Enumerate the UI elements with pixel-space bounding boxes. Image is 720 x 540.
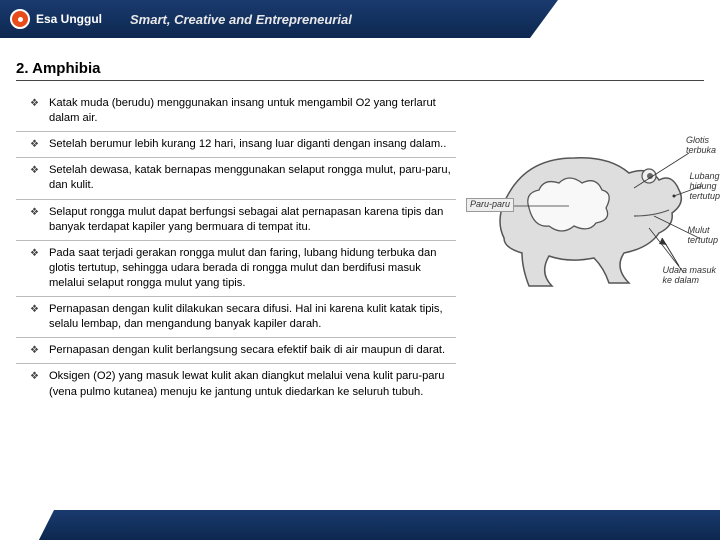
diamond-bullet-icon: ❖: [30, 344, 39, 358]
list-item: ❖ Katak muda (berudu) menggunakan insang…: [16, 91, 456, 132]
list-item-text: Pada saat terjadi gerakan rongga mulut d…: [49, 246, 456, 291]
header-bar: Esa Unggul Smart, Creative and Entrepren…: [0, 0, 720, 38]
diamond-bullet-icon: ❖: [30, 370, 39, 399]
logo-area: Esa Unggul: [10, 9, 102, 29]
list-item: ❖ Pada saat terjadi gerakan rongga mulut…: [16, 241, 456, 297]
diamond-bullet-icon: ❖: [30, 164, 39, 193]
tagline: Smart, Creative and Entrepreneurial: [130, 12, 352, 27]
logo-icon: [10, 9, 30, 29]
list-item-text: Oksigen (O2) yang masuk lewat kulit akan…: [49, 369, 456, 399]
diamond-bullet-icon: ❖: [30, 138, 39, 152]
list-item: ❖ Pernapasan dengan kulit dilakukan seca…: [16, 297, 456, 338]
list-item: ❖ Setelah dewasa, katak bernapas menggun…: [16, 158, 456, 199]
frog-diagram: Glotis terbuka Lubang hidung tertutup Pa…: [474, 118, 714, 298]
list-item: ❖ Oksigen (O2) yang masuk lewat kulit ak…: [16, 364, 456, 404]
diagram-label-glotis: Glotis terbuka: [686, 136, 716, 156]
diagram-label-mulut: Mulut tertutup: [687, 226, 718, 246]
list-item: ❖ Setelah berumur lebih kurang 12 hari, …: [16, 132, 456, 158]
diamond-bullet-icon: ❖: [30, 206, 39, 235]
list-item-text: Selaput rongga mulut dapat berfungsi seb…: [49, 205, 456, 235]
footer-corner-cut: [0, 510, 54, 540]
diagram-label-paru: Paru-paru: [466, 198, 514, 212]
diamond-bullet-icon: ❖: [30, 247, 39, 291]
diagram-label-lubang: Lubang hidung tertutup: [689, 172, 720, 202]
list-item-text: Katak muda (berudu) menggunakan insang u…: [49, 96, 456, 126]
diamond-bullet-icon: ❖: [30, 303, 39, 332]
list-item: ❖ Pernapasan dengan kulit berlangsung se…: [16, 338, 456, 364]
diagram-label-udara: Udara masuk ke dalam: [662, 266, 716, 286]
footer-bar: [0, 510, 720, 540]
diamond-bullet-icon: ❖: [30, 97, 39, 126]
list-item-text: Pernapasan dengan kulit berlangsung seca…: [49, 343, 445, 358]
list-item-text: Setelah dewasa, katak bernapas menggunak…: [49, 163, 456, 193]
list-item-text: Pernapasan dengan kulit dilakukan secara…: [49, 302, 456, 332]
slide-title: 2. Amphibia: [16, 60, 704, 81]
list-item: ❖ Selaput rongga mulut dapat berfungsi s…: [16, 200, 456, 241]
content-area: 2. Amphibia ❖ Katak muda (berudu) menggu…: [0, 38, 720, 405]
logo-text: Esa Unggul: [36, 12, 102, 26]
header-corner-cut: [530, 0, 720, 38]
list-item-text: Setelah berumur lebih kurang 12 hari, in…: [49, 137, 446, 152]
bullet-list: ❖ Katak muda (berudu) menggunakan insang…: [16, 91, 456, 405]
